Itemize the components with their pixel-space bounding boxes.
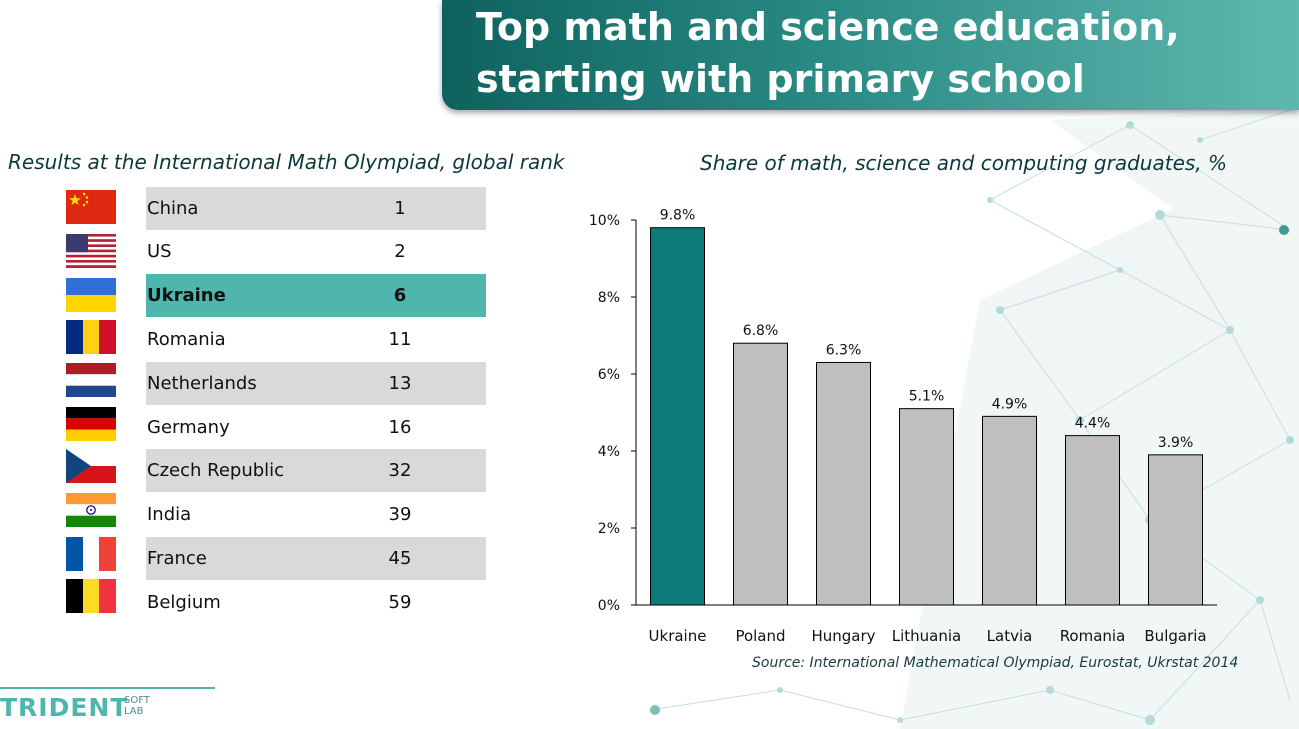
romania-flag-icon: [66, 320, 116, 354]
x-tick-label: Romania: [1060, 627, 1126, 645]
x-tick-label: Poland: [735, 627, 785, 645]
data-label: 9.8%: [660, 208, 696, 224]
logo-wordmark: TRIDENT: [0, 693, 129, 722]
bar: [733, 342, 788, 606]
country-name: Ukraine: [147, 285, 226, 306]
netherlands-flag-icon: [66, 363, 116, 397]
rank-value: 39: [388, 504, 412, 525]
india-flag-icon: [66, 493, 116, 527]
table-row: Belgium 59: [146, 581, 486, 624]
rank-value: 11: [388, 329, 412, 350]
table-row: Romania 11: [146, 318, 486, 361]
table-row: Czech Republic 32: [146, 449, 486, 492]
table-row-highlighted: Ukraine 6: [146, 274, 486, 317]
y-tick-label: 4%: [598, 444, 620, 460]
y-tick-label: 8%: [598, 290, 620, 306]
x-tick-label: Lithuania: [892, 627, 961, 645]
bar: [982, 415, 1037, 606]
x-tick-label: Hungary: [811, 627, 875, 645]
bar: [899, 408, 954, 606]
data-label: 6.8%: [743, 323, 779, 339]
rank-value: 59: [388, 592, 412, 613]
slide-title-line-1: Top math and science education,: [476, 5, 1180, 49]
logo-subtext: SOFT LAB: [124, 695, 150, 717]
data-label: 6.3%: [826, 342, 862, 358]
table-row: Netherlands 13: [146, 362, 486, 405]
logo-sub-lab: LAB: [124, 706, 144, 717]
y-tick-label: 0%: [598, 598, 620, 614]
rank-value: 45: [388, 548, 412, 569]
ukraine-flag-icon: [66, 278, 116, 312]
logo-sub-soft: SOFT: [124, 695, 150, 706]
chart-title: Share of math, science and computing gra…: [700, 151, 1228, 175]
x-tick-label: Bulgaria: [1144, 627, 1206, 645]
country-name: Romania: [147, 329, 226, 350]
germany-flag-icon: [66, 407, 116, 441]
country-name: France: [147, 548, 207, 569]
country-name: Netherlands: [147, 373, 257, 394]
bar: [1065, 435, 1120, 606]
country-name: China: [147, 198, 199, 219]
bar: [816, 361, 871, 606]
graduates-bar-chart: 0% 2% 4% 6% 8% 10% 9.8% Ukraine 6.8% Poland 6.3% Hu…: [589, 208, 1217, 645]
rank-value: 16: [388, 417, 412, 438]
belgium-flag-icon: [66, 579, 116, 613]
bar: [650, 227, 705, 606]
y-tick-label: 10%: [589, 213, 620, 229]
rank-value: 6: [393, 285, 407, 306]
x-tick-label: Latvia: [987, 627, 1033, 645]
y-tick-label: 2%: [598, 521, 620, 537]
bar: [1148, 454, 1203, 606]
table-row: Germany 16: [146, 406, 486, 449]
rank-value: 13: [388, 373, 412, 394]
country-name: India: [147, 504, 192, 525]
title-banner: Top math and science education, starting…: [442, 0, 1299, 110]
y-tick-label: 6%: [598, 367, 620, 383]
table-row: US 2: [146, 230, 486, 273]
data-label: 3.9%: [1158, 435, 1194, 451]
x-tick-label: Ukraine: [649, 627, 707, 645]
company-logo: TRIDENT SOFT LAB: [0, 687, 220, 727]
table-row: China 1: [146, 187, 486, 230]
data-label: 5.1%: [909, 389, 945, 405]
source-note: Source: International Mathematical Olymp…: [752, 655, 1239, 671]
slide-title-line-2: starting with primary school: [476, 57, 1085, 101]
france-flag-icon: [66, 537, 116, 571]
country-name: Czech Republic: [147, 460, 285, 481]
data-label: 4.4%: [1075, 416, 1111, 432]
table-row: France 45: [146, 537, 486, 580]
data-label: 4.9%: [992, 396, 1028, 412]
country-name: US: [147, 241, 172, 262]
country-name: Germany: [147, 417, 230, 438]
china-flag-icon: [66, 190, 116, 224]
olympiad-subtitle: Results at the International Math Olympi…: [8, 150, 565, 174]
country-name: Belgium: [147, 592, 221, 613]
us-flag-icon: [66, 234, 116, 268]
logo-divider: [0, 687, 215, 689]
rank-value: 1: [394, 198, 406, 219]
czech-flag-icon: [66, 449, 116, 483]
rank-value: 32: [388, 460, 412, 481]
rank-value: 2: [394, 241, 406, 262]
table-row: India 39: [146, 493, 486, 536]
